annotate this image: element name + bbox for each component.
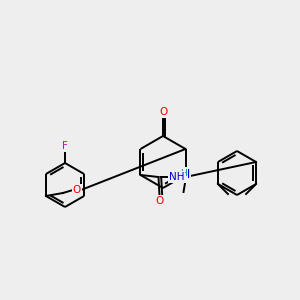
Text: NH: NH — [169, 172, 184, 182]
Text: O: O — [159, 107, 167, 117]
Text: NH: NH — [169, 172, 184, 182]
Text: O: O — [73, 185, 81, 195]
Text: F: F — [62, 141, 68, 151]
Text: H: H — [180, 169, 187, 178]
Text: N: N — [181, 169, 190, 182]
Text: O: O — [155, 196, 164, 206]
